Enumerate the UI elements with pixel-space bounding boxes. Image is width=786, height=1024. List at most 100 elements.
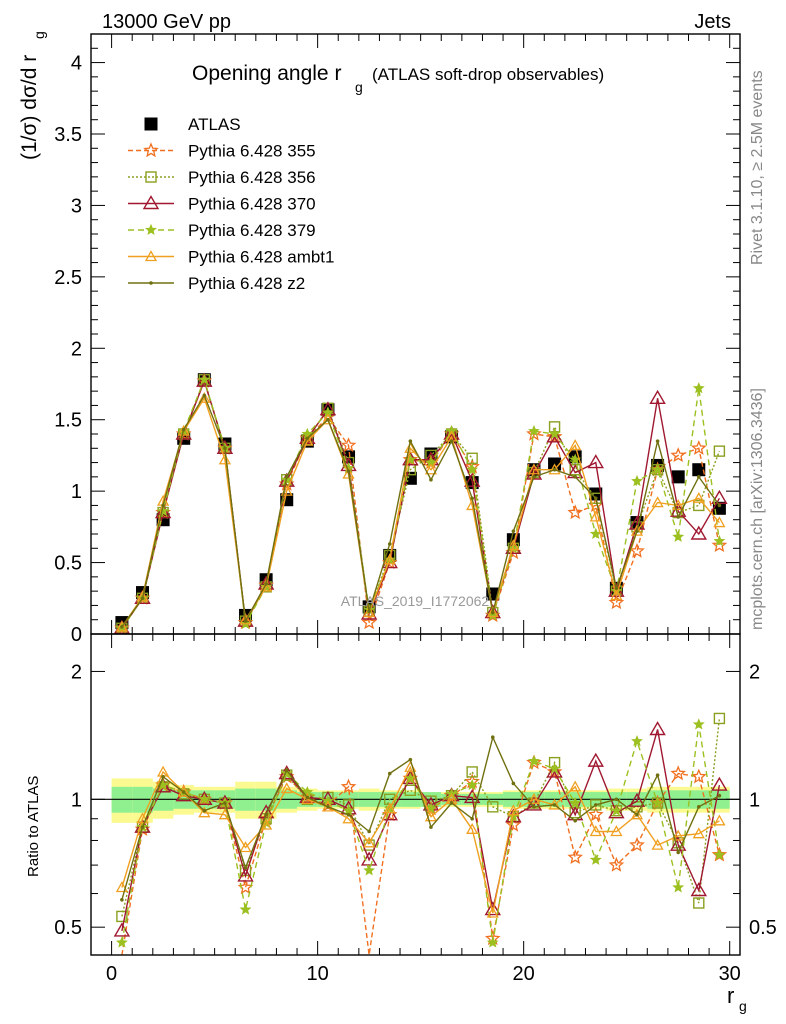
point-p355	[340, 437, 357, 453]
legend-marker-p356	[145, 171, 157, 183]
ratio-panel: 0 10 20 30 0.5 0.5 1 1 2 2	[54, 633, 777, 985]
point-p356	[466, 766, 478, 778]
point-z2	[429, 477, 433, 482]
point-ambt1	[610, 589, 623, 601]
x-axis-label: r	[727, 983, 734, 1008]
point-p379	[486, 936, 499, 948]
main-y-tick-label: 1	[71, 481, 82, 503]
series-ambt1	[115, 760, 726, 918]
point-z2	[181, 790, 186, 794]
x-tick-label: 10	[307, 963, 329, 985]
point-p370	[463, 472, 481, 487]
point-z2	[181, 427, 186, 432]
point-z2	[387, 542, 392, 546]
point-p379	[528, 424, 540, 437]
point-z2	[346, 469, 351, 473]
point-p355	[361, 614, 377, 630]
point-p370	[690, 882, 708, 897]
point-p356	[363, 839, 375, 851]
main-y-tick-label: 2	[71, 338, 82, 360]
point-ambt1	[424, 463, 438, 475]
point-z2	[202, 393, 207, 398]
series-line-p356	[121, 377, 721, 629]
point-p370	[628, 792, 646, 807]
x-tick-label: 0	[106, 963, 117, 985]
legend-label-p379: Pythia 6.428 379	[188, 221, 316, 240]
point-z2	[243, 865, 248, 870]
point-p379	[548, 427, 561, 439]
point-atlas	[589, 487, 603, 501]
point-p370	[319, 790, 337, 806]
point-z2	[511, 781, 516, 786]
series-atlas	[115, 373, 726, 630]
point-ambt1	[239, 613, 252, 625]
point-ambt1	[383, 553, 396, 565]
point-ambt1	[507, 539, 520, 551]
point-z2	[593, 803, 598, 807]
point-p379	[528, 754, 540, 767]
point-ambt1	[713, 516, 726, 528]
point-z2	[470, 496, 474, 501]
point-ambt1	[239, 841, 252, 853]
series-line-z2	[121, 393, 720, 628]
point-p379	[713, 848, 726, 860]
main-y-tick-label: 0.5	[54, 553, 82, 575]
point-z2	[284, 475, 289, 479]
point-z2	[593, 496, 598, 501]
point-z2	[429, 825, 433, 829]
point-p355	[526, 754, 542, 770]
point-ambt1	[527, 792, 541, 804]
point-z2	[655, 439, 660, 443]
legend-label-atlas: ATLAS	[188, 115, 241, 134]
point-z2	[264, 582, 268, 586]
point-p379	[198, 373, 211, 385]
point-p356	[713, 445, 726, 457]
point-ambt1	[321, 413, 335, 425]
ratio-y-tick-label-right: 1	[749, 789, 760, 811]
point-z2	[717, 503, 722, 508]
point-atlas	[671, 470, 685, 484]
point-p379	[631, 474, 643, 487]
point-z2	[305, 436, 310, 441]
y-axis-label-main: (1/σ) dσ/d r	[18, 55, 41, 160]
ratio-y-tick-label-right: 2	[749, 661, 760, 683]
point-p379	[631, 735, 643, 747]
point-p355	[711, 537, 728, 553]
point-z2	[449, 801, 454, 805]
point-p379	[466, 778, 479, 791]
legend-marker-ambt1	[144, 250, 158, 262]
point-ambt1	[198, 391, 211, 403]
point-p370	[587, 752, 604, 767]
point-p355	[608, 856, 625, 872]
point-ambt1	[136, 812, 149, 824]
point-ambt1	[692, 827, 705, 839]
analysis-watermark: ATLAS_2019_I1772062	[341, 593, 490, 609]
point-z2	[223, 801, 227, 805]
point-z2	[140, 825, 145, 829]
point-z2	[408, 757, 413, 762]
point-ambt1	[301, 434, 314, 446]
point-z2	[346, 812, 351, 817]
point-p355	[567, 504, 583, 520]
point-z2	[532, 805, 536, 809]
point-z2	[305, 795, 310, 800]
y-axis-label-main-subscript: g	[31, 31, 47, 39]
point-z2	[552, 467, 557, 472]
series-p370	[113, 721, 728, 937]
point-ambt1	[342, 812, 355, 824]
point-p370	[711, 776, 728, 791]
point-ambt1	[363, 836, 376, 848]
point-z2	[573, 475, 577, 479]
point-ambt1	[342, 467, 355, 479]
point-p370	[463, 789, 481, 804]
legend-marker-p370	[142, 195, 160, 210]
point-p379	[651, 463, 664, 475]
point-p379	[672, 881, 685, 893]
point-p356	[590, 799, 602, 811]
point-z2	[367, 609, 371, 613]
main-y-tick-label: 3	[71, 195, 82, 217]
point-ambt1	[672, 499, 685, 511]
point-ambt1	[548, 798, 561, 810]
point-p379	[713, 534, 726, 547]
